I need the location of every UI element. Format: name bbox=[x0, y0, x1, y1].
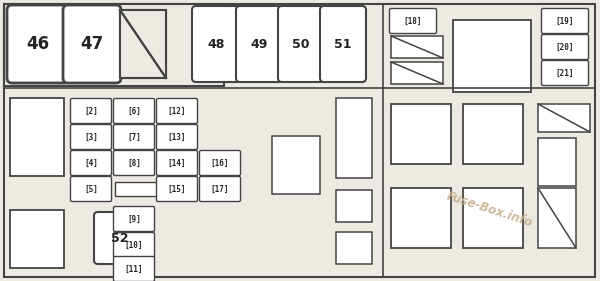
FancyBboxPatch shape bbox=[94, 212, 146, 264]
FancyBboxPatch shape bbox=[113, 207, 155, 232]
Text: [20]: [20] bbox=[556, 42, 574, 51]
Text: [7]: [7] bbox=[127, 133, 141, 142]
Text: 48: 48 bbox=[208, 37, 224, 51]
Text: [19]: [19] bbox=[556, 17, 574, 26]
Text: 46: 46 bbox=[26, 35, 50, 53]
FancyBboxPatch shape bbox=[71, 99, 112, 124]
Text: 47: 47 bbox=[80, 35, 104, 53]
Text: [3]: [3] bbox=[84, 133, 98, 142]
Bar bbox=[538, 138, 576, 186]
FancyBboxPatch shape bbox=[278, 6, 324, 82]
Bar bbox=[538, 104, 590, 132]
Bar bbox=[336, 98, 372, 178]
Text: 51: 51 bbox=[334, 37, 352, 51]
Text: [16]: [16] bbox=[211, 158, 229, 167]
Text: [8]: [8] bbox=[127, 158, 141, 167]
Text: [14]: [14] bbox=[168, 158, 186, 167]
Bar bbox=[453, 20, 531, 92]
Bar bbox=[336, 190, 372, 222]
FancyBboxPatch shape bbox=[157, 176, 197, 201]
FancyBboxPatch shape bbox=[542, 8, 589, 33]
Bar bbox=[391, 36, 443, 58]
FancyBboxPatch shape bbox=[71, 176, 112, 201]
Bar bbox=[391, 104, 451, 164]
FancyBboxPatch shape bbox=[157, 151, 197, 176]
Bar bbox=[391, 188, 451, 248]
FancyBboxPatch shape bbox=[113, 257, 155, 281]
Text: [21]: [21] bbox=[556, 69, 574, 78]
Text: [2]: [2] bbox=[84, 106, 98, 115]
Bar bbox=[463, 188, 523, 248]
Text: 49: 49 bbox=[250, 37, 268, 51]
FancyBboxPatch shape bbox=[7, 5, 69, 83]
FancyBboxPatch shape bbox=[113, 232, 155, 257]
FancyBboxPatch shape bbox=[199, 151, 241, 176]
Bar bbox=[4, 4, 224, 86]
FancyBboxPatch shape bbox=[542, 60, 589, 85]
Bar bbox=[538, 188, 576, 248]
Bar bbox=[336, 232, 372, 264]
Text: [12]: [12] bbox=[168, 106, 186, 115]
Text: [15]: [15] bbox=[168, 185, 186, 194]
Bar bbox=[272, 136, 320, 194]
Bar bbox=[120, 10, 166, 78]
FancyBboxPatch shape bbox=[199, 176, 241, 201]
FancyBboxPatch shape bbox=[71, 151, 112, 176]
FancyBboxPatch shape bbox=[542, 35, 589, 60]
FancyBboxPatch shape bbox=[157, 124, 197, 149]
FancyBboxPatch shape bbox=[113, 99, 155, 124]
FancyBboxPatch shape bbox=[236, 6, 282, 82]
FancyBboxPatch shape bbox=[157, 99, 197, 124]
Bar bbox=[115, 182, 163, 196]
FancyBboxPatch shape bbox=[113, 124, 155, 149]
FancyBboxPatch shape bbox=[71, 124, 112, 149]
Text: [4]: [4] bbox=[84, 158, 98, 167]
FancyBboxPatch shape bbox=[320, 6, 366, 82]
Text: Fuse-Box.info: Fuse-Box.info bbox=[445, 190, 535, 230]
Text: [11]: [11] bbox=[125, 264, 143, 273]
Text: 50: 50 bbox=[292, 37, 310, 51]
Bar bbox=[120, 10, 166, 78]
FancyBboxPatch shape bbox=[63, 5, 121, 83]
Text: [5]: [5] bbox=[84, 185, 98, 194]
Text: [13]: [13] bbox=[168, 133, 186, 142]
Bar bbox=[391, 62, 443, 84]
FancyBboxPatch shape bbox=[192, 6, 240, 82]
Text: 52: 52 bbox=[111, 232, 129, 244]
Text: [17]: [17] bbox=[211, 185, 229, 194]
FancyBboxPatch shape bbox=[113, 151, 155, 176]
Text: [10]: [10] bbox=[125, 241, 143, 250]
Bar bbox=[10, 210, 64, 268]
Text: [6]: [6] bbox=[127, 106, 141, 115]
Text: [9]: [9] bbox=[127, 214, 141, 223]
Bar bbox=[10, 98, 64, 176]
Bar bbox=[463, 104, 523, 164]
FancyBboxPatch shape bbox=[389, 8, 437, 33]
Text: [18]: [18] bbox=[404, 17, 422, 26]
